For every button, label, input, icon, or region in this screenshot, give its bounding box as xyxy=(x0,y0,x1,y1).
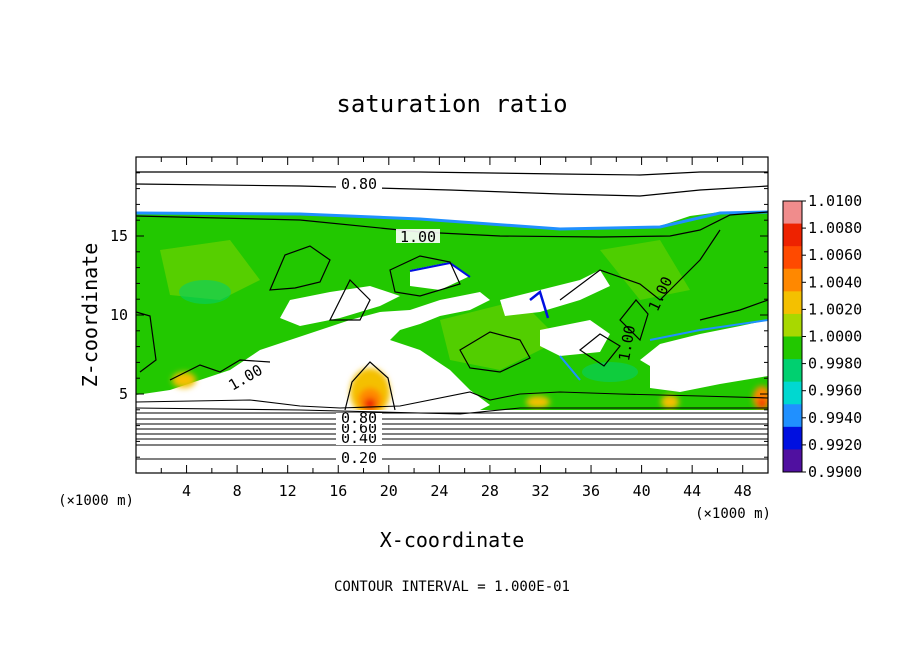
colorbar-swatch xyxy=(783,336,802,360)
y-axis-label: Z-coordinate xyxy=(78,243,102,388)
colorbar-label: 1.0000 xyxy=(808,328,862,346)
contour-label: 0.20 xyxy=(341,449,377,467)
white-region xyxy=(650,332,768,392)
contour-line xyxy=(136,391,768,409)
colorbar-label: 0.9940 xyxy=(808,409,862,427)
x-tick-label: 48 xyxy=(734,482,752,500)
lower-contours xyxy=(136,391,768,460)
white-region xyxy=(540,320,610,356)
contour-label: 1.00 xyxy=(615,324,639,363)
warm-plume xyxy=(172,368,768,416)
colorbar-swatch xyxy=(783,426,802,450)
colorbar-swatch xyxy=(783,291,802,315)
contour-line xyxy=(136,407,768,415)
contour-line xyxy=(269,245,331,291)
contour-line xyxy=(329,278,371,321)
contour-line xyxy=(136,211,768,238)
contour-line xyxy=(136,171,768,176)
saturation-field xyxy=(136,171,768,473)
colorbar-label: 1.0020 xyxy=(808,300,862,318)
chart-title: saturation ratio xyxy=(336,90,567,118)
colorbar-swatch xyxy=(783,313,802,337)
blue-edge xyxy=(529,289,550,319)
lower-band xyxy=(136,410,768,473)
x-tick-label: 20 xyxy=(380,482,398,500)
colorbar-labels: 1.0100 1.0080 1.0060 1.0040 1.0020 1.0000 0.99… xyxy=(802,192,862,481)
colorbar-swatch xyxy=(783,223,802,247)
x-tick-label: 28 xyxy=(481,482,499,500)
colorbar-swatch xyxy=(783,404,802,428)
x-tick-label: 40 xyxy=(633,482,651,500)
contour-label: 1.00 xyxy=(400,228,436,246)
white-region xyxy=(500,270,610,316)
contour-line xyxy=(559,229,721,301)
blue-edge xyxy=(559,355,581,381)
z-unit-label: (×1000 m) xyxy=(58,493,134,509)
white-region xyxy=(280,286,400,326)
colorbar-swatch xyxy=(783,359,802,383)
blue-edge xyxy=(136,210,768,231)
colorbar xyxy=(782,200,803,473)
colorbar-label: 0.9980 xyxy=(808,355,862,373)
x-unit-label: (×1000 m) xyxy=(695,506,771,522)
colorbar-label: 1.0040 xyxy=(808,273,862,291)
teal-patch xyxy=(582,362,638,382)
contour-lines xyxy=(136,171,768,411)
colorbar-label: 0.9900 xyxy=(808,463,862,481)
contour-label: 0.80 xyxy=(341,409,377,427)
x-tick-label: 8 xyxy=(233,482,242,500)
colorbar-swatch xyxy=(783,201,802,225)
axis-ticks xyxy=(136,157,768,473)
y-tick-label: 15 xyxy=(110,227,128,245)
contour-line xyxy=(578,333,621,367)
x-tick-label: 4 xyxy=(182,482,191,500)
x-axis-label: X-coordinate xyxy=(380,528,525,552)
colorbar-swatch xyxy=(783,449,802,473)
contour-line xyxy=(169,359,271,381)
contour-line xyxy=(389,255,461,297)
colorbar-swatch xyxy=(783,268,802,292)
colorbar-swatch xyxy=(783,381,802,405)
colorbar-label: 1.0080 xyxy=(808,219,862,237)
colorbar-label: 1.0060 xyxy=(808,246,862,264)
x-tick-label: 32 xyxy=(531,482,549,500)
x-tick-label: 24 xyxy=(430,482,448,500)
blue-edge xyxy=(649,319,768,341)
x-tick-label: 44 xyxy=(683,482,701,500)
y-tick-label: 5 xyxy=(119,385,128,403)
x-tick-label: 16 xyxy=(329,482,347,500)
x-tick-label: 36 xyxy=(582,482,600,500)
contour-interval-note: CONTOUR INTERVAL = 1.000E-01 xyxy=(334,579,570,595)
x-tick-labels: 4 8 12 16 20 24 28 32 36 40 44 48 xyxy=(182,482,752,500)
contour-line xyxy=(699,299,768,321)
x-tick-label: 12 xyxy=(279,482,297,500)
contour-line xyxy=(344,361,396,411)
colorbar-label: 0.9960 xyxy=(808,382,862,400)
contour-line xyxy=(136,183,768,197)
lightgreen-patch xyxy=(600,240,690,300)
contour-line xyxy=(619,299,649,342)
contour-line xyxy=(136,311,157,373)
teal-patch xyxy=(179,280,231,304)
colorbar-label: 0.9920 xyxy=(808,436,862,454)
colorbar-swatch xyxy=(783,246,802,270)
y-tick-labels: 5 10 15 xyxy=(110,227,128,403)
contour-label: 0.80 xyxy=(341,175,377,193)
colorbar-label: 1.0100 xyxy=(808,192,862,210)
y-tick-label: 10 xyxy=(110,306,128,324)
white-region xyxy=(300,340,360,376)
contour-line xyxy=(459,331,531,373)
